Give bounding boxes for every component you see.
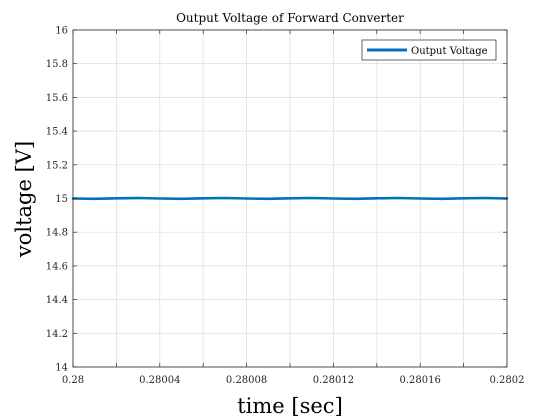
y-tick-label: 14.2 <box>46 329 68 340</box>
y-tick-label: 15.4 <box>46 127 68 138</box>
y-tick-label: 15 <box>55 194 68 205</box>
x-axis-label: time [sec] <box>237 394 343 418</box>
y-tick-label: 14 <box>55 363 68 374</box>
y-tick-label: 15.6 <box>46 93 68 104</box>
chart-title: Output Voltage of Forward Converter <box>176 11 404 25</box>
series-layer <box>73 198 507 199</box>
series-line-output-voltage <box>73 198 507 199</box>
y-tick-label: 16 <box>55 26 68 37</box>
y-tick-label: 14.6 <box>46 261 68 272</box>
x-tick-label: 0.2802 <box>490 375 525 386</box>
x-tick-label: 0.28016 <box>400 375 441 386</box>
y-tick-label: 15.8 <box>46 59 68 70</box>
x-tick-label: 0.28 <box>62 375 84 386</box>
x-tick-label: 0.28004 <box>139 375 180 386</box>
legend: Output Voltage <box>362 40 496 60</box>
x-tick-label: 0.28012 <box>313 375 354 386</box>
y-tick-label: 14.8 <box>46 228 68 239</box>
y-tick-label: 14.4 <box>46 295 68 306</box>
x-tick-label: 0.28008 <box>226 375 267 386</box>
y-tick-label: 15.2 <box>46 160 68 171</box>
y-axis-label: voltage [V] <box>12 141 36 258</box>
legend-label: Output Voltage <box>411 46 488 57</box>
